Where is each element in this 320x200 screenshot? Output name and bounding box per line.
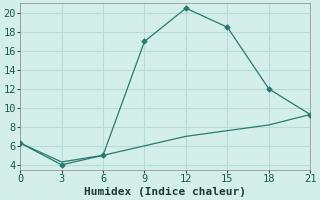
X-axis label: Humidex (Indice chaleur): Humidex (Indice chaleur) — [84, 186, 246, 197]
